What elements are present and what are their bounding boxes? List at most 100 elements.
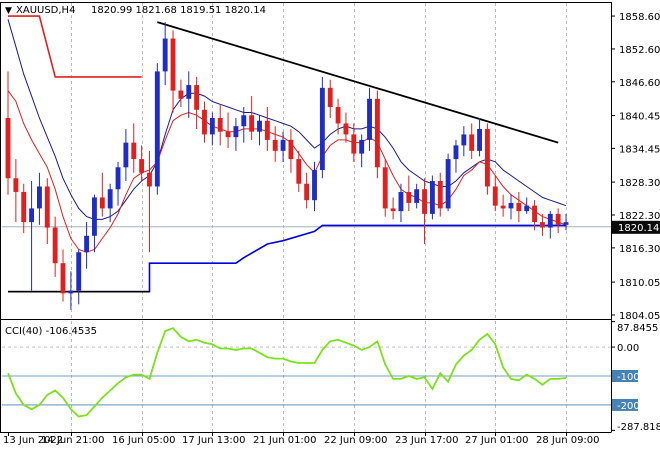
candle: [359, 134, 365, 168]
candle-body: [21, 191, 27, 223]
candle-body: [194, 85, 200, 110]
candle: [414, 183, 420, 209]
candle: [343, 112, 349, 143]
candle: [296, 150, 302, 192]
candle-body: [217, 117, 223, 132]
candle-body: [123, 142, 129, 168]
x-tick-label: 13 Jun 2022: [3, 435, 63, 446]
candle: [445, 153, 451, 212]
candle-body: [280, 139, 286, 151]
y-tick-label: 1816.30: [619, 244, 660, 255]
x-tick-label: 23 Jun 17:00: [395, 435, 459, 446]
x-tick-label: 22 Jun 09:00: [324, 435, 388, 446]
candle: [351, 123, 357, 162]
candle-body: [547, 213, 553, 228]
candle-body: [44, 186, 50, 228]
candle-body: [469, 134, 475, 151]
candle-body: [492, 186, 498, 206]
text-layer: ▼ XAUUSD,H4 1820.99 1821.68 1819.51 1820…: [3, 5, 660, 446]
candle-body: [147, 172, 152, 187]
candle-body: [555, 213, 561, 225]
candle-body: [272, 139, 278, 151]
candle: [76, 249, 82, 305]
candle: [304, 172, 310, 209]
current-price-label: 1820.14: [618, 223, 659, 234]
candle-body: [178, 90, 184, 99]
candle: [563, 213, 569, 231]
candle-body: [154, 71, 160, 187]
candle: [312, 161, 317, 212]
candle-body: [312, 170, 317, 201]
ma-fast-line: [7, 90, 567, 253]
x-tick-label: 16 Jun 05:00: [112, 435, 176, 446]
cci-panel: [2, 327, 611, 418]
chart-ohlc-label: 1820.99 1821.68 1819.51 1820.14: [91, 5, 266, 16]
candle: [335, 98, 341, 135]
candle-body: [319, 87, 325, 171]
candle: [508, 194, 514, 220]
candle-body: [296, 159, 302, 184]
candle: [437, 172, 443, 217]
candle-body: [532, 205, 537, 223]
candle-body: [60, 263, 66, 294]
candle-body: [257, 120, 262, 132]
candle: [115, 161, 121, 206]
cci-level-tag: [612, 370, 638, 382]
channel-upper-line: [8, 15, 142, 78]
collapse-arrow-icon[interactable]: ▼: [5, 6, 12, 16]
cci-tick-label: 0.00: [617, 343, 639, 354]
candle: [202, 101, 207, 143]
resistance-trendline: [157, 21, 559, 144]
candle: [319, 76, 325, 179]
candle-body: [445, 159, 451, 209]
y-tick-label: 1858.60: [619, 12, 660, 23]
candle: [524, 197, 530, 214]
candle-body: [343, 123, 349, 135]
cci-line: [7, 327, 567, 418]
candle: [21, 183, 27, 234]
candle: [162, 22, 168, 86]
candle-body: [390, 208, 396, 212]
x-tick-label: 27 Jun 01:00: [465, 435, 529, 446]
current-price-tag: [612, 220, 660, 234]
candle-body: [453, 145, 459, 160]
candle: [327, 79, 333, 118]
candle: [422, 178, 427, 245]
candle: [539, 213, 545, 236]
candle: [477, 117, 482, 157]
candle: [374, 90, 380, 179]
candle-body: [52, 227, 58, 264]
candle: [99, 172, 105, 217]
candle-body: [327, 87, 333, 108]
y-tick-label: 1834.45: [619, 144, 660, 155]
x-tick-label: 28 Jun 09:00: [536, 435, 600, 446]
candle: [68, 271, 74, 310]
candle: [37, 172, 42, 225]
candle: [390, 197, 396, 220]
candle: [123, 128, 129, 182]
cci-title-label: CCI(40) -106.4535: [5, 326, 97, 337]
candle: [288, 128, 294, 173]
candle: [60, 249, 66, 302]
y-tick-label: 1840.45: [619, 112, 660, 123]
ma-slow-line: [7, 19, 567, 220]
chart-symbol-label: XAUUSD,H4: [16, 5, 75, 16]
candle: [398, 183, 404, 223]
candle: [453, 139, 459, 173]
candle-body: [186, 85, 192, 99]
candle: [461, 126, 467, 157]
candle: [406, 175, 412, 212]
candle-body: [406, 191, 412, 203]
candle: [217, 104, 223, 146]
candle: [139, 145, 145, 182]
candle-body: [563, 222, 569, 225]
candle-body: [477, 128, 482, 151]
candle: [131, 123, 137, 173]
cci-tick-label: 87.8455: [617, 323, 658, 334]
candle-body: [139, 159, 145, 173]
candle: [84, 222, 90, 269]
candle: [264, 107, 270, 151]
y-tick-label: 1828.30: [619, 178, 660, 189]
candle-body: [170, 38, 176, 91]
